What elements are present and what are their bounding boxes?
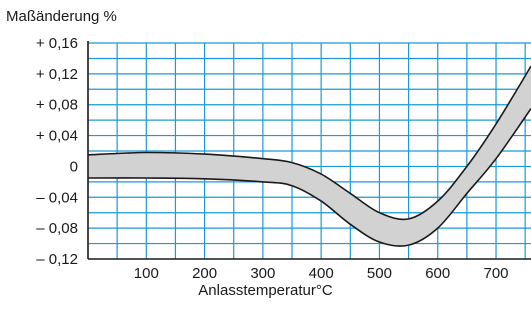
x-tick-label: 200 [192, 265, 217, 282]
y-tick-label: + 0,04 [36, 128, 78, 145]
y-axis-label: Maßänderung % [6, 8, 117, 25]
tolerance-band [88, 66, 531, 247]
x-tick-label: 100 [134, 265, 159, 282]
x-axis-label: Anlasstemperatur°C [198, 282, 333, 299]
y-tick-label: 0 [70, 158, 78, 175]
x-tick-label: 700 [484, 265, 509, 282]
x-tick-label: 600 [425, 265, 450, 282]
y-tick-label: – 0,04 [36, 189, 78, 206]
x-tick-label: 500 [367, 265, 392, 282]
x-tick-label: 300 [250, 265, 275, 282]
y-tick-label: – 0,12 [36, 251, 78, 268]
x-tick-label: 400 [309, 265, 334, 282]
y-tick-label: + 0,16 [36, 35, 78, 52]
band-lower-line [87, 108, 531, 247]
y-tick-label: + 0,12 [36, 66, 78, 83]
y-tick-label: – 0,08 [36, 220, 78, 237]
y-tick-label: + 0,08 [36, 97, 78, 114]
band-upper-line [87, 65, 531, 221]
